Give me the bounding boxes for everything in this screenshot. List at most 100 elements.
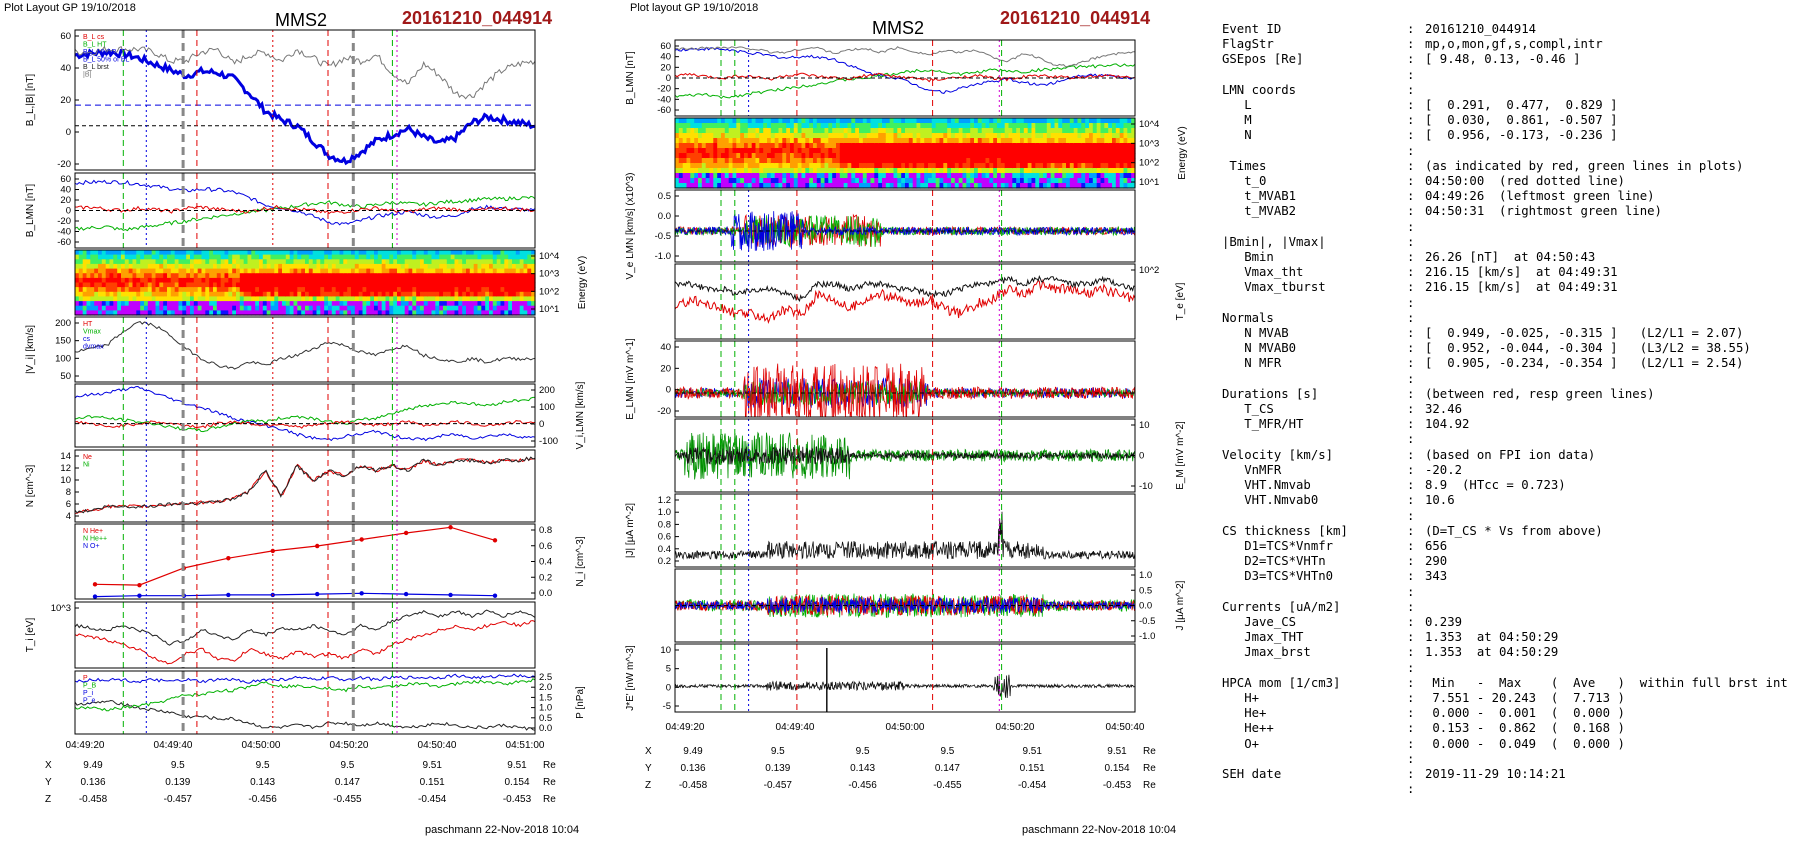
spectrogram-cell: [469, 259, 475, 265]
spectrogram-cell: [144, 296, 149, 302]
spectrogram-cell: [1100, 133, 1105, 139]
tick-label: -5: [663, 701, 671, 712]
spectrogram-cell: [170, 301, 176, 307]
spectrogram-cell: [408, 250, 413, 256]
spectrogram-cell: [1023, 128, 1029, 134]
spectrogram-cell: [870, 173, 875, 179]
spectrogram-cell: [147, 259, 153, 265]
spectrogram-cell: [851, 128, 856, 134]
spectrogram-cell: [209, 254, 214, 260]
spectrogram-cell: [450, 250, 456, 256]
spectrogram-cell: [431, 250, 436, 256]
spectrogram-cell: [1058, 143, 1063, 149]
spectrogram-cell: [1027, 138, 1033, 144]
spectrogram-cell: [997, 133, 1002, 139]
spectrogram-cell: [205, 273, 210, 279]
axis-label: T_e [eV]: [1175, 282, 1186, 320]
spectrogram-cell: [339, 301, 344, 307]
spectrogram-cell: [1073, 138, 1079, 144]
spectrogram-cell: [209, 291, 214, 297]
spectrogram-cell: [366, 301, 371, 307]
spectrogram-cell: [908, 143, 914, 149]
spectrogram-cell: [1016, 173, 1021, 179]
spectrogram-cell: [1073, 143, 1079, 149]
spectrogram-cell: [389, 310, 394, 316]
spectrogram-cell: [239, 296, 245, 302]
spectrogram-cell: [82, 254, 88, 260]
tick-label: 8: [66, 487, 71, 498]
spectrogram-cell: [354, 305, 360, 311]
spectrogram-cell: [820, 118, 826, 124]
spectrogram-cell: [331, 305, 337, 311]
spectrogram-cell: [882, 153, 887, 159]
spectrogram-cell: [859, 118, 864, 124]
spectrogram-cell: [343, 310, 348, 316]
ephemeris-value: 0.139: [165, 777, 190, 788]
spectrogram-cell: [515, 291, 521, 297]
spectrogram-cell: [458, 310, 463, 316]
axis-label: Energy (eV): [1177, 126, 1188, 179]
spectrogram-cell: [335, 301, 341, 307]
info-value: [ 0.949, -0.025, -0.315 ] (L2/L1 = 2.07): [1425, 326, 1744, 341]
spectrogram-cell: [132, 254, 137, 260]
spectrogram-cell: [301, 305, 306, 311]
legend-entry: B_L 50% of BL: [83, 57, 130, 64]
info-line: Jave_CS:0.239: [1222, 615, 1797, 630]
spectrogram-cell: [492, 305, 498, 311]
spectrogram-cell: [420, 296, 425, 302]
spectrogram-cell: [228, 250, 233, 256]
spectrogram-cell: [354, 259, 360, 265]
spectrogram-cell: [163, 310, 168, 316]
spectrogram-cell: [912, 173, 918, 179]
spectrogram-cell: [1000, 143, 1006, 149]
spectrogram-cell: [1035, 178, 1040, 184]
spectrogram-cell: [1112, 183, 1117, 189]
spectrogram-cell: [439, 287, 444, 293]
spectrogram-cell: [1123, 183, 1128, 189]
spectrogram-cell: [236, 254, 241, 260]
info-colon: :: [1407, 614, 1415, 629]
spectrogram-cell: [216, 263, 222, 270]
spectrogram-cell: [816, 138, 822, 144]
spectrogram-cell: [492, 273, 498, 279]
spectrogram-cell: [450, 277, 456, 284]
spectrogram-cell: [523, 291, 528, 297]
left-footer: paschmann 22-Nov-2018 10:04: [425, 824, 580, 836]
spectrogram-cell: [531, 268, 536, 274]
spectrogram-cell: [282, 291, 287, 297]
spectrogram-cell: [939, 158, 944, 164]
spectrogram-cell: [893, 158, 898, 164]
spectrogram-cell: [489, 305, 494, 311]
spectrogram-cell: [755, 148, 760, 154]
spectrogram-cell: [144, 291, 149, 297]
spectrogram-cell: [759, 143, 764, 149]
legend-entry: Ni: [83, 462, 90, 469]
spectrogram-cell: [790, 183, 795, 189]
spectrogram-cell: [496, 273, 502, 279]
spectrogram-cell: [717, 168, 722, 174]
info-key: O+: [1222, 736, 1260, 751]
spectrogram-cell: [159, 287, 164, 293]
spectrogram-cell: [924, 168, 929, 174]
spectrogram-cell: [901, 153, 906, 159]
spectrogram-cell: [974, 128, 979, 134]
spectrogram-cell: [916, 178, 921, 184]
spectrogram-cell: [492, 287, 498, 293]
spectrogram-cell: [1069, 158, 1075, 164]
spectrogram-cell: [686, 163, 691, 169]
spectrogram-cell: [981, 168, 987, 174]
spectrogram-cell: [797, 143, 803, 149]
spectrogram-cell: [878, 168, 883, 174]
spectrogram-cell: [427, 263, 433, 270]
spectrogram-cell: [167, 282, 172, 288]
tick-label: 100: [539, 402, 555, 413]
spectrogram-cell: [1012, 168, 1017, 174]
spectrogram-cell: [82, 259, 88, 265]
spectrogram-cell: [78, 296, 84, 302]
spectrogram-cell: [947, 158, 952, 164]
spectrogram-cell: [1073, 133, 1079, 139]
spectrogram-cell: [144, 268, 149, 274]
series-line: [674, 596, 1136, 615]
spectrogram-cell: [805, 133, 810, 139]
spectrogram-cell: [908, 138, 914, 144]
